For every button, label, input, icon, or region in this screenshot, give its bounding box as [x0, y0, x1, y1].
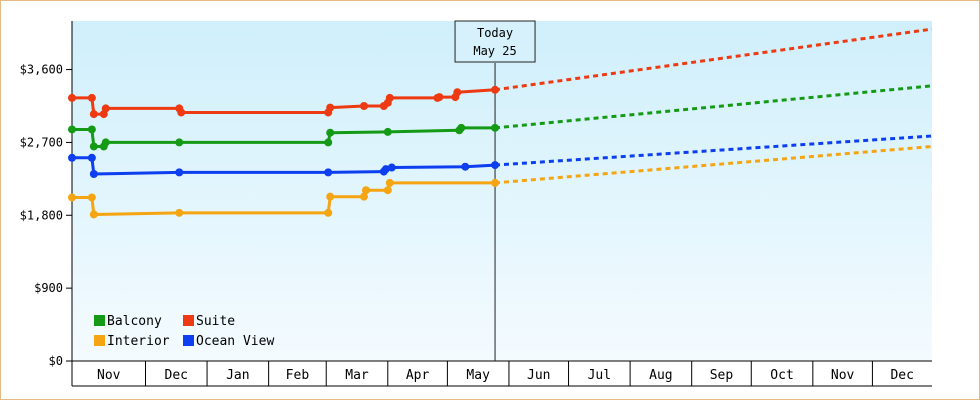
data-point-interior	[175, 208, 184, 217]
legend: Balcony Suite Interior Ocean View	[94, 314, 274, 349]
legend-swatch-balcony	[94, 315, 105, 326]
legend-swatch-ocean-view	[183, 335, 194, 346]
data-point-suite	[435, 93, 444, 102]
x-tick-label: Jul	[588, 368, 611, 383]
forecast-line-interior	[494, 145, 933, 185]
data-point-balcony	[175, 138, 184, 147]
legend-label-balcony: Balcony	[107, 314, 162, 329]
data-point-suite	[385, 93, 394, 102]
today-date: May 25	[473, 44, 516, 58]
axes: $0 $900 $1,800 $2,700 $3,600 Nov Dec Jan Feb Mar A…	[20, 21, 932, 387]
data-point-suite	[87, 93, 96, 102]
data-point-ocean-view	[89, 170, 98, 178]
x-tick-label: Mar	[345, 368, 369, 383]
x-tick-label: Feb	[286, 368, 310, 383]
data-point-suite	[453, 88, 462, 97]
data-point-suite	[359, 102, 368, 110]
data-point-interior	[68, 193, 76, 202]
data-point-ocean-view	[68, 153, 76, 162]
data-point-interior	[491, 178, 500, 187]
x-tick-label: Nov	[831, 368, 855, 383]
today-marker: Today May 25	[454, 20, 536, 361]
series-layer	[68, 27, 933, 219]
data-point-interior	[359, 192, 368, 201]
x-tick-label: Sep	[710, 368, 734, 383]
today-label: Today	[477, 26, 513, 40]
data-point-suite	[101, 104, 110, 113]
data-point-interior	[385, 178, 394, 187]
data-point-balcony	[68, 125, 76, 134]
y-tick-label: $1,800	[20, 208, 63, 222]
legend-swatch-suite	[183, 315, 194, 326]
x-tick-label: Dec	[165, 368, 188, 383]
plot-area	[72, 21, 932, 361]
data-point-ocean-view	[461, 162, 470, 171]
forecast-line-balcony	[494, 84, 933, 130]
y-tick-label: $900	[34, 281, 63, 295]
x-tick-label: Aug	[649, 368, 672, 383]
data-point-suite	[68, 93, 76, 102]
x-tick-label: Oct	[770, 368, 793, 383]
x-tick-label: May	[466, 368, 490, 383]
data-point-balcony	[491, 123, 500, 132]
y-tick-label: $2,700	[20, 135, 63, 149]
data-point-suite	[491, 85, 500, 94]
legend-label-suite: Suite	[196, 314, 235, 329]
data-point-ocean-view	[324, 168, 333, 177]
legend-label-ocean-view: Ocean View	[196, 334, 274, 349]
y-tick-label: $3,600	[20, 63, 63, 77]
data-point-interior	[89, 210, 98, 219]
data-point-balcony	[87, 125, 96, 134]
data-point-ocean-view	[491, 161, 500, 170]
data-point-suite	[326, 103, 335, 112]
series-line-ocean-view	[72, 156, 496, 176]
today-box	[454, 20, 536, 63]
data-point-ocean-view	[387, 163, 396, 172]
data-point-balcony	[383, 127, 392, 136]
data-point-ocean-view	[87, 153, 96, 162]
data-point-interior	[361, 186, 370, 195]
x-tick-label: Jan	[226, 368, 249, 383]
data-point-suite	[89, 110, 98, 119]
legend-label-interior: Interior	[107, 334, 170, 349]
data-point-ocean-view	[175, 168, 184, 177]
data-point-balcony	[457, 123, 466, 132]
x-tick-label: Apr	[406, 368, 430, 383]
forecast-line-suite	[494, 27, 933, 92]
x-tick-label: Nov	[97, 368, 121, 383]
forecast-line-ocean-view	[494, 134, 933, 167]
legend-swatch-interior	[94, 335, 105, 346]
data-point-interior	[324, 208, 333, 217]
data-point-balcony	[324, 138, 333, 147]
data-point-suite	[177, 108, 186, 117]
data-point-balcony	[101, 138, 110, 147]
data-point-balcony	[89, 142, 98, 151]
x-tick-label: Jun	[527, 368, 550, 383]
data-point-interior	[326, 192, 335, 201]
data-point-balcony	[326, 128, 335, 137]
data-point-interior	[383, 186, 392, 195]
y-tick-label: $0	[49, 354, 63, 368]
x-tick-label: Dec	[890, 368, 913, 383]
data-point-interior	[87, 193, 96, 202]
